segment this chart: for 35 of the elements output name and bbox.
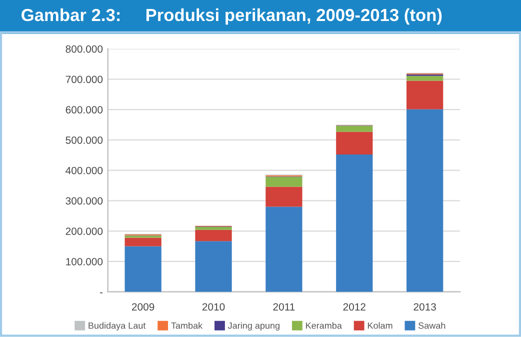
- bar: [124, 238, 162, 246]
- y-tick-label: 200.000: [66, 228, 103, 235]
- bar: [406, 76, 444, 81]
- x-tick-label: 2013: [414, 303, 436, 311]
- y-tick-label: 400.000: [66, 166, 103, 174]
- legend-label: Jaring apung: [228, 322, 280, 331]
- chart-title: Gambar 2.3: Produksi perikanan, 2009-2013 (ton): [22, 8, 442, 25]
- bar: [336, 126, 373, 132]
- bar: [336, 154, 373, 292]
- bar: [266, 186, 302, 207]
- bar: [406, 80, 444, 110]
- x-tick-label: 2012: [343, 303, 366, 311]
- legend-label: Keramba: [306, 322, 342, 329]
- y-tick-label: 600.000: [66, 106, 103, 114]
- bar: [195, 230, 232, 242]
- bar: [195, 241, 232, 292]
- y-tick-label: 700.000: [66, 76, 103, 84]
- y-tick-label: -: [100, 292, 103, 294]
- legend-label: Sawah: [418, 322, 446, 329]
- y-tick-label: 500.000: [66, 136, 103, 144]
- x-tick-label: 2009: [132, 303, 154, 311]
- y-tick-label: 100.000: [66, 258, 103, 266]
- bar: [266, 206, 302, 292]
- bar: [266, 176, 302, 187]
- bar: [195, 226, 232, 230]
- legend-label: Budidaya Laut: [88, 322, 146, 331]
- y-tick-label: 300.000: [66, 197, 103, 205]
- legend-label: Kolam: [368, 322, 392, 329]
- bar: [406, 109, 444, 292]
- y-tick-label: 800.000: [66, 45, 103, 53]
- legend-label: Tambak: [171, 322, 203, 329]
- x-tick-label: 2010: [202, 303, 225, 311]
- x-tick-label: 2011: [273, 303, 295, 311]
- bar: [124, 246, 162, 292]
- bar: [336, 132, 373, 155]
